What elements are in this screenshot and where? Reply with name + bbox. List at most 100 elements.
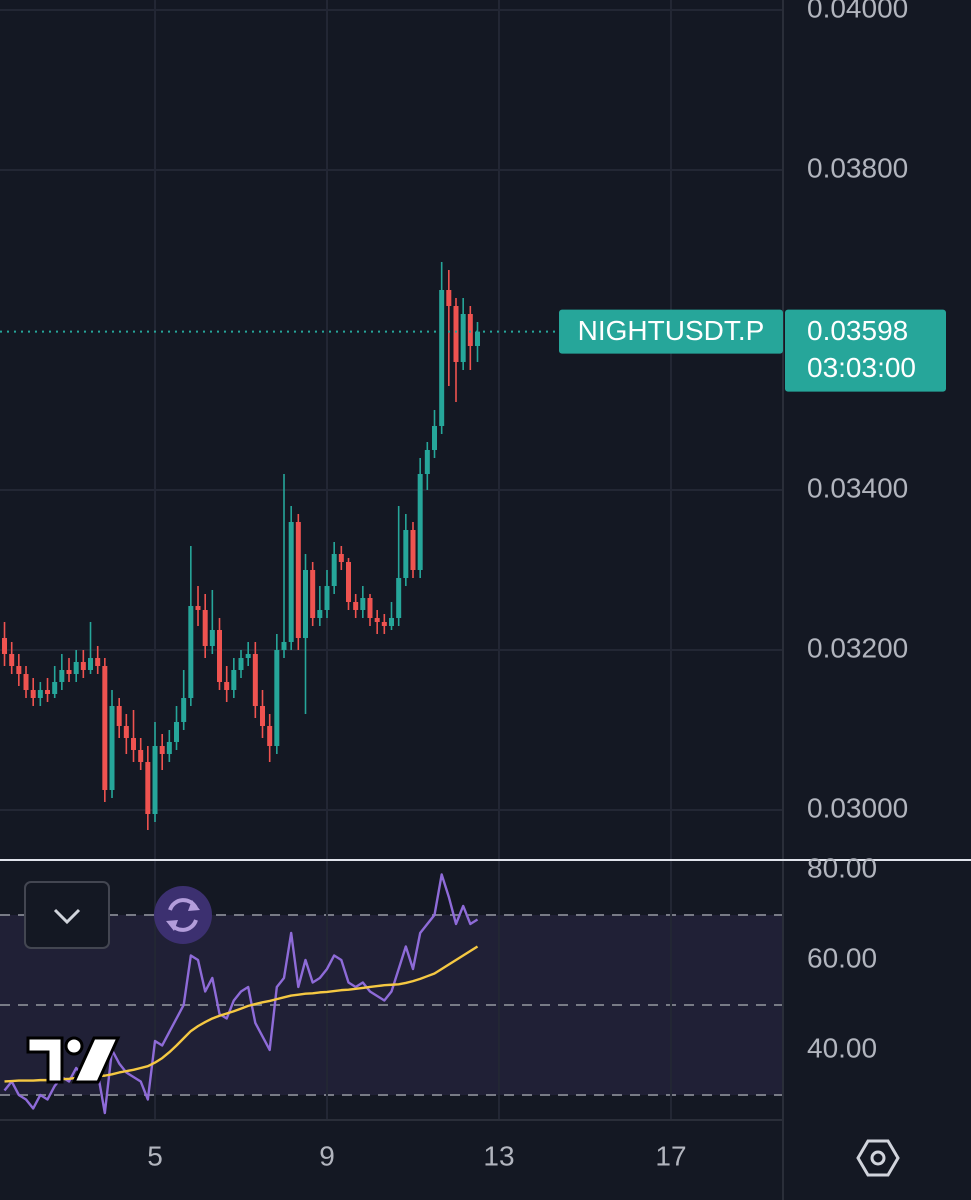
candle-body (310, 570, 316, 618)
candle-body (410, 530, 416, 570)
candle-body (131, 738, 137, 750)
candle-body (23, 674, 29, 690)
y-tick-label: 0.03200 (807, 632, 908, 663)
candle-body (224, 682, 230, 690)
candle-body (59, 670, 65, 682)
candle-body (217, 630, 223, 682)
candle-body (16, 666, 22, 674)
candle-body (145, 762, 151, 814)
candle-body (260, 706, 266, 726)
countdown-label: 03:03:00 (807, 352, 916, 383)
candle-body (138, 750, 144, 762)
candle-body (66, 670, 72, 674)
labels: 0.03000 0.03200 0.03400 0.03800 0.04000 NIGHT… (147, 0, 946, 1171)
y-tick-label: 0.03800 (807, 152, 908, 183)
logo-part (71, 1036, 121, 1084)
candle-body (317, 610, 323, 618)
candle-body (396, 578, 402, 618)
candle-body (288, 522, 294, 642)
candle-body (202, 610, 208, 646)
y-tick-label: 0.04000 (807, 0, 908, 23)
y-tick-label: 0.03000 (807, 792, 908, 823)
candle-body (446, 290, 452, 306)
candle-body (123, 726, 129, 738)
y-tick-label: 40.00 (807, 1032, 877, 1063)
x-tick-label: 17 (655, 1140, 686, 1171)
candle-body (360, 598, 366, 610)
candle-body (88, 658, 94, 670)
candle-body (367, 598, 373, 618)
candle-body (474, 331, 480, 346)
candle-body (439, 290, 445, 426)
refresh-button[interactable] (154, 886, 212, 944)
candle-body (52, 682, 58, 694)
candle-body (238, 658, 244, 670)
candle-body (295, 522, 301, 638)
chevron-icon (53, 908, 81, 925)
candle-body (324, 586, 330, 610)
symbol-label-box (559, 309, 783, 354)
logo-part (26, 1036, 64, 1084)
y-tick-label: 60.00 (807, 942, 877, 973)
candle-body (431, 426, 437, 450)
candle-body (181, 698, 187, 722)
candle-body (209, 630, 215, 646)
candle-body (231, 670, 237, 690)
candle-body (195, 606, 201, 610)
candle-body (188, 606, 194, 698)
settings-icon[interactable] (856, 1139, 900, 1177)
logo-part (64, 1036, 84, 1056)
candle-body (460, 314, 466, 362)
candle-body (45, 690, 51, 694)
settings-icon-center (870, 1150, 886, 1166)
candle-body (467, 314, 473, 346)
candle-body (281, 642, 287, 650)
grid (0, 0, 783, 1120)
y-tick-label: 80.00 (807, 852, 877, 883)
price-label: 0.03598 (807, 315, 908, 346)
x-tick-label: 13 (483, 1140, 514, 1171)
candle-body (9, 654, 15, 666)
candle-body (159, 746, 165, 754)
candle-body (303, 570, 309, 638)
candle-body (2, 638, 8, 654)
candle-body (37, 690, 43, 698)
candle-body (374, 618, 380, 622)
candle-body (267, 726, 273, 746)
candle-body (174, 722, 180, 742)
refresh-arrow (166, 920, 178, 931)
refresh-arrow (188, 900, 200, 911)
candle-body (403, 530, 409, 578)
settings-button[interactable] (856, 1139, 900, 1177)
candle-body (109, 706, 115, 790)
collapse-button-box[interactable] (24, 881, 110, 949)
candle-body (73, 662, 79, 674)
logo (26, 1036, 121, 1084)
candle-body (424, 450, 430, 474)
collapse-button[interactable] (24, 881, 110, 949)
candle-body (274, 650, 280, 746)
x-tick-label: 9 (319, 1140, 335, 1171)
candle-body (338, 554, 344, 562)
symbol-label: NIGHTUSDT.P (578, 315, 765, 346)
candle-body (102, 666, 108, 790)
candle-body (30, 690, 36, 698)
candle-body (331, 554, 337, 586)
candle-body (95, 658, 101, 666)
x-tick-label: 5 (147, 1140, 163, 1171)
candle-body (417, 474, 423, 570)
price-label-box (785, 309, 946, 392)
candle-body (346, 562, 352, 602)
refresh-circle[interactable] (154, 886, 212, 944)
candle-body (152, 746, 158, 814)
candle-body (166, 742, 172, 754)
candle-body (116, 706, 122, 726)
candle-body (245, 654, 251, 658)
candle-body (389, 618, 394, 626)
candle-body (80, 662, 86, 670)
candle-body (353, 602, 359, 610)
candle-body (381, 622, 387, 626)
